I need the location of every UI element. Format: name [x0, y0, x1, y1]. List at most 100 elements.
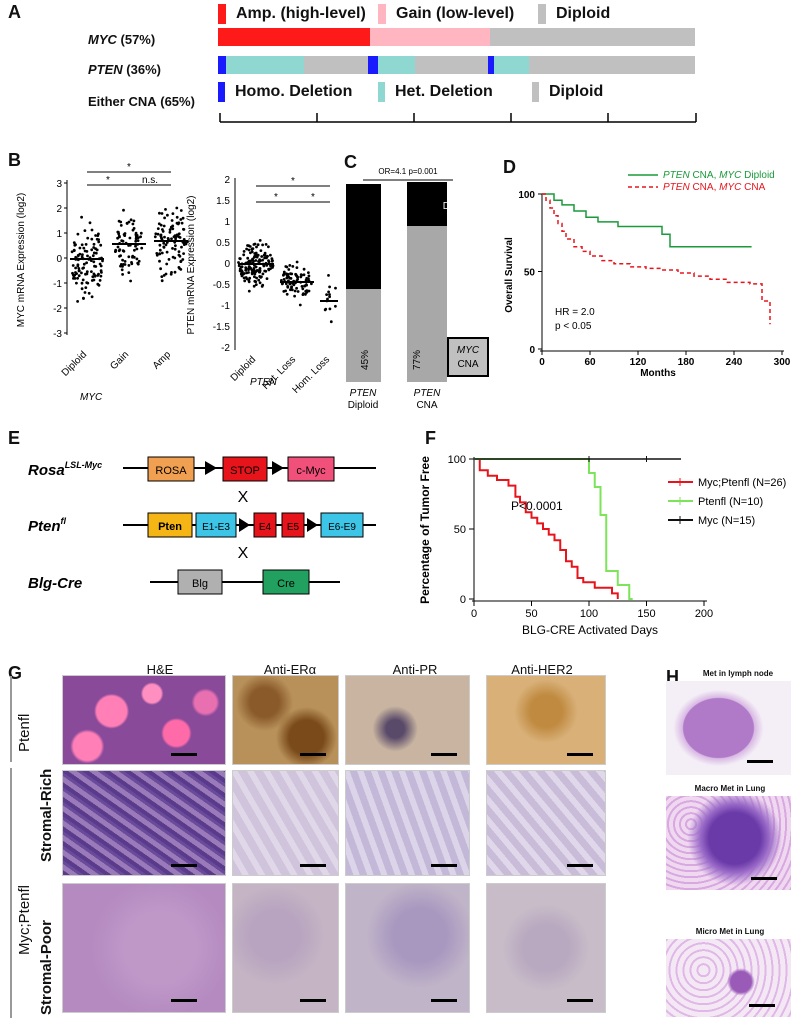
scatter-point — [243, 279, 247, 283]
scatter-point — [182, 227, 185, 231]
scatter-point — [161, 228, 164, 231]
scatter-point — [92, 260, 96, 264]
scatter-point — [173, 270, 177, 274]
scatter-point — [242, 276, 246, 280]
scatter-point — [259, 259, 262, 263]
rosa-box — [147, 456, 195, 482]
scatter-point — [83, 291, 87, 294]
scatter-point — [80, 255, 84, 259]
scatter-point — [94, 251, 98, 255]
scatter-point — [164, 243, 168, 247]
scatter-point — [287, 268, 291, 271]
scatter-point — [140, 246, 144, 250]
scatter-point — [327, 274, 330, 277]
scatter-point — [162, 224, 166, 228]
scatter-point — [290, 288, 294, 292]
panel-b-label: B — [8, 150, 21, 170]
svg-text:MYC mRNA Expression (log2): MYC mRNA Expression (log2) — [16, 193, 27, 327]
scatter-point — [132, 255, 136, 259]
scatter-point — [162, 274, 166, 277]
scatter-point — [267, 245, 270, 249]
scatter-point — [240, 270, 243, 273]
scatter-point — [269, 253, 272, 257]
panel-d-hr: HR = 2.0 — [555, 307, 595, 318]
panel-e-label: E — [8, 428, 21, 448]
panel-b-scatter: -3 -2 -1 0 1 2 3 MYC mRNA Expression (lo… — [16, 162, 338, 403]
panel-d-ylabel: Overall Survival — [504, 237, 515, 313]
scatter-point — [95, 237, 99, 241]
panel-d-p: p < 0.05 — [555, 321, 592, 332]
scatter-point — [74, 266, 77, 270]
scatter-point — [245, 271, 249, 275]
e6-e9-box — [320, 512, 364, 538]
scatter-point — [158, 252, 162, 256]
scatter-point — [98, 279, 102, 282]
d-xtick: 300 — [774, 357, 791, 368]
scatter-point — [284, 265, 288, 268]
header-her2: Anti-HER2 — [511, 662, 573, 677]
e1-e3-box — [195, 512, 237, 538]
tile-poor-er — [232, 883, 339, 1013]
scatter-point — [164, 208, 167, 211]
panel-d-label: D — [503, 157, 516, 177]
e5-box — [281, 512, 305, 538]
scatter-point — [73, 243, 77, 247]
d-xtick: 120 — [630, 357, 647, 368]
series-myc-cna — [542, 193, 771, 325]
panel-c-stat: OR=4.1 p=0.001 — [378, 167, 438, 176]
scatter-point — [162, 241, 166, 245]
scatter-point — [293, 294, 296, 298]
caption-lymph: Met in lymph node — [702, 669, 774, 678]
scatter-point — [264, 243, 268, 246]
scatter-point — [76, 232, 80, 236]
scatter-point — [170, 237, 173, 241]
left-x-ticks: Diploid Gain Amp — [60, 349, 174, 379]
scatter-point — [172, 235, 176, 239]
scatter-point — [154, 232, 158, 236]
scatter-point — [247, 260, 251, 263]
scatter-point — [168, 230, 172, 234]
scatter-point — [253, 275, 256, 279]
e4-box — [253, 512, 277, 538]
scatter-point — [168, 228, 172, 232]
scatter-point — [179, 209, 183, 212]
header-er: Anti-ERα — [263, 662, 317, 677]
scatter-point — [80, 271, 83, 275]
scatter-point — [296, 290, 300, 293]
scatter-point — [288, 264, 292, 267]
scatter-point — [100, 271, 103, 274]
d-xtick: 60 — [584, 357, 596, 368]
scatter-point — [302, 273, 306, 277]
svg-text:-1: -1 — [53, 279, 62, 290]
svg-text:ROSA: ROSA — [155, 465, 187, 477]
bar-1-pct: 45% — [360, 350, 371, 370]
scatter-point — [180, 221, 184, 225]
header-pr: Anti-PR — [392, 662, 438, 677]
scatter-point — [99, 274, 103, 278]
svg-text:Blg: Blg — [192, 578, 208, 590]
scatter-point — [181, 258, 185, 261]
panel-c-label: C — [344, 152, 357, 172]
scatter-point — [91, 254, 95, 258]
scatter-point — [86, 281, 90, 285]
scatter-point — [162, 246, 166, 249]
scatter-point — [121, 273, 124, 276]
scatter-point — [120, 268, 124, 272]
scatter-point — [83, 229, 87, 232]
scatter-point — [171, 212, 175, 215]
scatter-point — [248, 245, 252, 248]
scatter-point — [136, 239, 140, 242]
scatter-point — [84, 243, 88, 246]
scatter-point — [165, 250, 169, 254]
svg-text:MYC: MYC — [447, 187, 470, 198]
series-myc-ptenfl — [474, 458, 619, 599]
scatter-point — [240, 265, 244, 269]
scatter-point — [180, 245, 183, 249]
myc-oncoprint-bar — [218, 28, 695, 46]
loxp-2 — [272, 461, 284, 475]
scatter-point — [302, 292, 305, 295]
tile-rich-er — [232, 770, 339, 876]
scatter-point — [246, 256, 250, 260]
scatter-point — [163, 216, 167, 220]
scatter-point — [76, 254, 80, 258]
